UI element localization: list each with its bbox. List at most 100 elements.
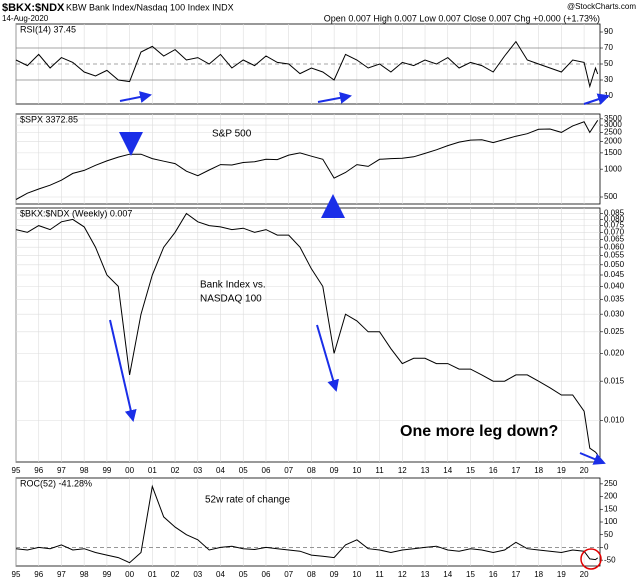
panel-label: ROC(52) -41.28% [20, 478, 92, 488]
price-line [15, 120, 599, 200]
annotation: NASDAQ 100 [200, 294, 262, 305]
x-tick-label: 10 [352, 466, 361, 475]
y-tick-label: 3000 [604, 120, 622, 129]
x-tick-label: 15 [466, 570, 475, 579]
x-tick-label: 06 [262, 570, 271, 579]
x-tick-label: 00 [125, 570, 134, 579]
y-tick-label: 70 [604, 43, 613, 52]
y-tick-label: 1000 [604, 164, 622, 173]
arrows [109, 91, 610, 465]
x-tick-label: 02 [171, 466, 180, 475]
x-tick-label: 98 [80, 570, 89, 579]
x-tick-label: 95 [12, 466, 21, 475]
x-tick-label: 15 [466, 466, 475, 475]
x-tick-label: 16 [489, 466, 498, 475]
x-tick-label: 11 [375, 466, 384, 475]
arrow [109, 319, 137, 422]
x-tick-label: 12 [398, 466, 407, 475]
x-tick-label: 00 [125, 466, 134, 475]
y-tick-label: 0.025 [604, 327, 625, 336]
source: @StockCharts.com [567, 2, 636, 11]
x-tick-label: 12 [398, 570, 407, 579]
x-tick-label: 13 [421, 570, 430, 579]
x-tick-label: 16 [489, 570, 498, 579]
arrow [583, 93, 610, 105]
x-tick-label: 13 [421, 466, 430, 475]
price-line [15, 40, 599, 89]
x-tick-label: 14 [443, 466, 452, 475]
y-tick-label: 50 [604, 530, 613, 539]
panel-label: $SPX 3372.85 [20, 114, 78, 124]
price-line [15, 212, 599, 456]
highlight-circle [580, 548, 602, 570]
annotation: Bank Index vs. [200, 280, 266, 291]
x-tick-label: 07 [284, 570, 293, 579]
annotation: S&P 500 [212, 129, 252, 140]
y-tick-label: 0.050 [604, 260, 625, 269]
y-tick-label: 30 [604, 75, 613, 84]
x-tick-label: 05 [239, 466, 248, 475]
y-tick-label: 0.030 [604, 309, 625, 318]
x-tick-label: 01 [148, 466, 157, 475]
panel-frame [15, 477, 601, 567]
y-tick-label: 0.080 [604, 214, 625, 223]
x-tick-label: 97 [57, 570, 66, 579]
y-tick-label: 0.075 [604, 221, 625, 230]
quote: Open 0.007 High 0.007 Low 0.007 Close 0.… [324, 13, 600, 23]
panel-label: $BKX:$NDX (Weekly) 0.007 [20, 208, 132, 218]
x-tick-label: 18 [534, 466, 543, 475]
x-tick-label: 17 [511, 466, 520, 475]
x-tick-label: 07 [284, 466, 293, 475]
price-line [15, 484, 599, 564]
x-tick-label: 04 [216, 570, 225, 579]
y-tick-label: 0 [604, 543, 609, 552]
x-tick-label: 04 [216, 466, 225, 475]
x-tick-label: 06 [262, 466, 271, 475]
y-tick-label: 0.010 [604, 415, 625, 424]
x-tick-label: 96 [34, 466, 43, 475]
y-tick-label: 0.085 [604, 209, 625, 218]
arrow [579, 452, 606, 465]
arrow [317, 91, 352, 104]
panel-label: RSI(14) 37.45 [20, 24, 76, 34]
x-tick-label: 08 [307, 466, 316, 475]
y-tick-label: 0.015 [604, 376, 625, 385]
y-tick-label: -50 [604, 555, 616, 564]
x-tick-label: 18 [534, 570, 543, 579]
y-tick-label: 250 [604, 479, 618, 488]
x-tick-label: 10 [352, 570, 361, 579]
x-tick-label: 01 [148, 570, 157, 579]
y-tick-label: 0.035 [604, 294, 625, 303]
x-tick-label: 14 [443, 570, 452, 579]
y-tick-label: 3500 [604, 114, 622, 123]
y-tick-label: 0.020 [604, 348, 625, 357]
x-tick-label: 20 [580, 570, 589, 579]
x-tick-label: 05 [239, 570, 248, 579]
y-tick-label: 0.055 [604, 251, 625, 260]
symbol-name: KBW Bank Index/Nasdaq 100 Index INDX [66, 2, 234, 12]
x-tick-label: 02 [171, 570, 180, 579]
x-tick-label: 03 [193, 570, 202, 579]
x-tick-label: 09 [330, 570, 339, 579]
arrow [119, 91, 152, 103]
y-tick-label: 0.070 [604, 227, 625, 236]
arrow [316, 324, 339, 392]
annotation: One more leg down? [400, 423, 558, 440]
date: 14-Aug-2020 [2, 14, 49, 23]
x-tick-label: 98 [80, 466, 89, 475]
x-tick-label: 96 [34, 570, 43, 579]
annotation: 52w rate of change [205, 495, 290, 506]
y-tick-label: 0.040 [604, 281, 625, 290]
y-tick-label: 1500 [604, 148, 622, 157]
x-tick-label: 09 [330, 466, 339, 475]
x-tick-label: 97 [57, 466, 66, 475]
y-tick-label: 100 [604, 517, 618, 526]
x-tick-label: 20 [580, 466, 589, 475]
x-tick-label: 19 [557, 570, 566, 579]
x-tick-label: 17 [511, 570, 520, 579]
panel-frame [15, 113, 601, 205]
x-tick-label: 99 [102, 466, 111, 475]
x-tick-label: 11 [375, 570, 384, 579]
